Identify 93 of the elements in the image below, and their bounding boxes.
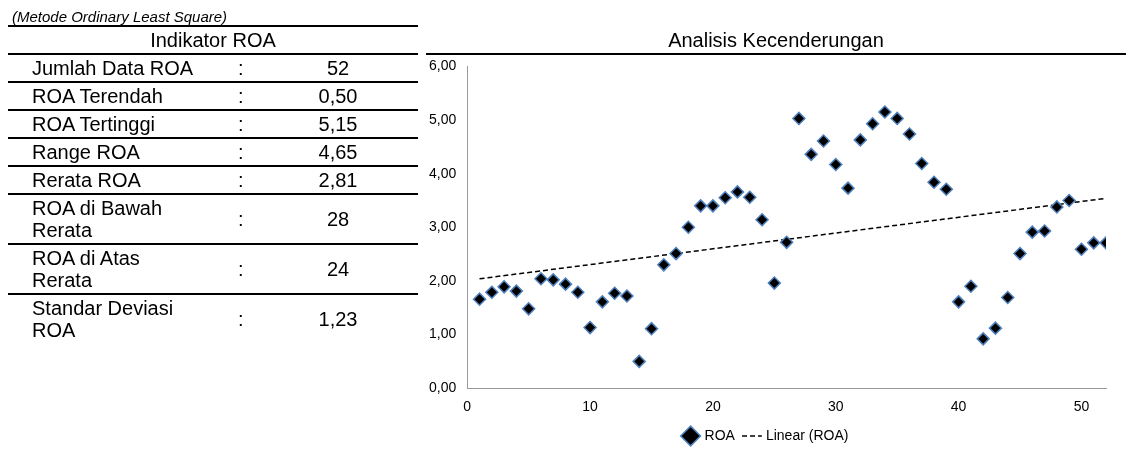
x-tick-label: 0 <box>463 398 472 415</box>
point <box>841 181 855 195</box>
category-label: Standar Deviasi ROA <box>31 297 175 341</box>
point <box>927 175 941 189</box>
text: : <box>238 57 245 79</box>
text: : <box>238 113 245 135</box>
point <box>546 273 560 287</box>
point <box>1074 242 1089 257</box>
point <box>829 157 843 172</box>
category-label: Range ROA <box>31 141 141 163</box>
text: : <box>238 258 245 280</box>
text: (Metode Ordinary Least Square) <box>8 8 418 27</box>
point <box>976 332 990 346</box>
point <box>730 185 745 199</box>
category-label: ROA Tertinggi <box>31 113 157 135</box>
point <box>571 285 585 299</box>
point <box>743 190 757 205</box>
text: 2,81 <box>318 169 358 191</box>
point <box>632 354 646 369</box>
point <box>472 292 487 306</box>
text: : <box>238 308 245 330</box>
text: 5,15 <box>318 113 358 135</box>
point <box>915 156 929 171</box>
point <box>878 105 892 119</box>
point <box>902 127 917 141</box>
point <box>755 213 769 227</box>
category-label: Jumlah Data ROA <box>31 57 195 79</box>
point <box>607 286 622 301</box>
chart-title: Analisis Kecenderungan <box>426 27 1126 55</box>
legend-label: ROA <box>704 426 736 443</box>
point <box>620 289 634 303</box>
point <box>951 295 966 309</box>
category-label: ROA di Atas Rerata <box>31 247 141 291</box>
point <box>534 272 548 286</box>
y-tick-label: 2,00 <box>429 271 457 288</box>
point <box>939 182 954 196</box>
point <box>816 134 831 148</box>
category-label: Rerata ROA <box>31 169 142 191</box>
y-tick-label: 3,00 <box>429 218 457 235</box>
point <box>693 199 708 213</box>
x-tick-label: 30 <box>827 398 844 415</box>
y-tick-label: 6,00 <box>429 57 457 74</box>
point <box>1050 200 1064 214</box>
point <box>595 295 610 309</box>
point <box>1000 290 1015 305</box>
category-label: ROA Terendah <box>31 85 164 107</box>
y-tick-label: 1,00 <box>429 325 457 342</box>
x-tick-label: 10 <box>582 398 599 415</box>
y-tick-label: 5,00 <box>429 110 457 127</box>
text: 28 <box>326 208 350 230</box>
y-tick-label: 0,00 <box>429 379 457 396</box>
point <box>521 302 536 316</box>
point <box>718 191 732 205</box>
point <box>1037 224 1052 238</box>
point <box>669 246 683 261</box>
point <box>804 147 818 162</box>
y-tick-label: 4,00 <box>429 164 457 181</box>
text: 1,23 <box>318 308 358 330</box>
text: : <box>238 169 245 191</box>
x-tick-label: 20 <box>705 398 721 415</box>
point <box>779 235 794 250</box>
point <box>964 279 978 294</box>
point <box>558 277 573 291</box>
point <box>1086 236 1101 250</box>
x-tick-label: 50 <box>1073 398 1090 415</box>
point <box>865 117 880 131</box>
point <box>583 320 597 335</box>
category-label: ROA di Bawah Rerata <box>31 197 164 241</box>
point <box>681 220 696 235</box>
text: : <box>238 85 245 107</box>
text: 24 <box>326 258 350 280</box>
point <box>988 321 1003 335</box>
x-tick-label: 40 <box>950 398 967 415</box>
point <box>792 111 806 126</box>
point <box>644 321 659 336</box>
text: : <box>238 141 245 163</box>
text: 52 <box>326 57 350 79</box>
legend-label: Linear (ROA) <box>765 426 849 443</box>
text: Indikator ROA <box>8 27 418 55</box>
point <box>890 111 904 126</box>
point <box>1025 225 1040 239</box>
text: 4,65 <box>318 141 358 163</box>
point <box>497 280 511 294</box>
point <box>706 199 720 213</box>
text: 0,50 <box>318 85 358 107</box>
point <box>657 258 671 272</box>
text: : <box>238 208 245 230</box>
point <box>485 285 499 299</box>
point <box>509 284 524 298</box>
point <box>1062 193 1076 208</box>
point <box>767 276 782 290</box>
point <box>853 133 868 147</box>
point <box>1013 246 1027 261</box>
